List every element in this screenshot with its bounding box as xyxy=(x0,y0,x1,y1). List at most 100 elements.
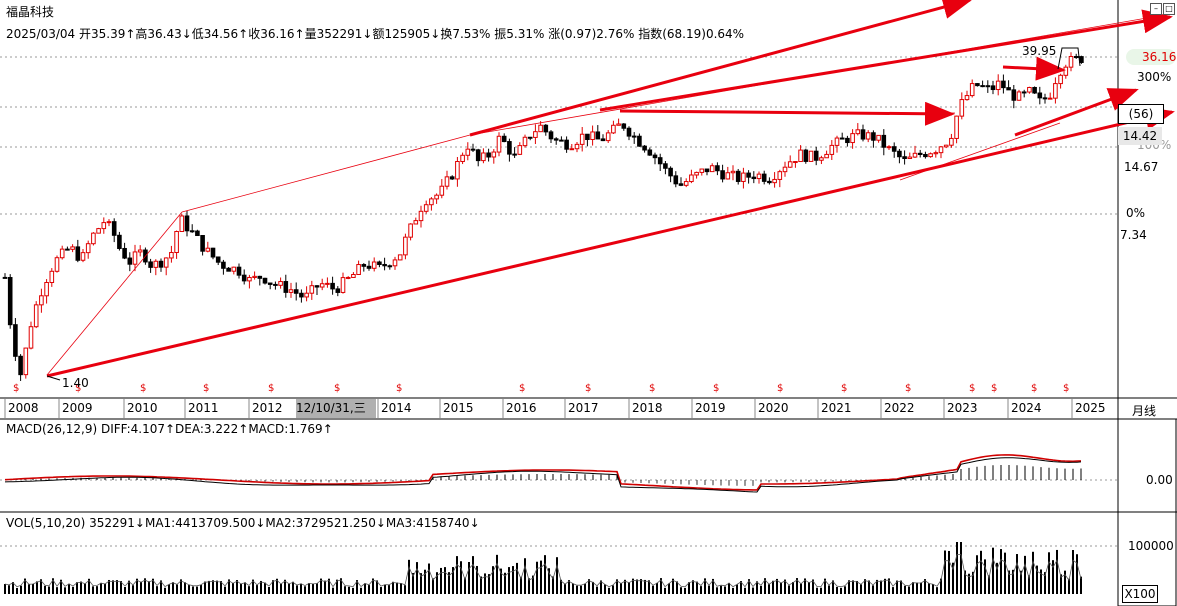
volume-bar xyxy=(108,579,110,594)
volume-bar xyxy=(152,578,154,594)
volume-bar xyxy=(864,579,866,594)
volume-bar xyxy=(692,580,694,594)
period-label[interactable]: 月线 xyxy=(1132,404,1157,418)
candle-body xyxy=(824,153,829,159)
year-label-2023: 2023 xyxy=(947,401,978,415)
candle-body xyxy=(382,263,387,267)
volume-bar xyxy=(804,578,806,594)
candle-body xyxy=(522,136,528,147)
candle-body xyxy=(200,235,205,252)
volume-bar xyxy=(272,580,274,594)
high-pointer xyxy=(1057,47,1081,70)
volume-bar xyxy=(940,578,942,594)
thin-channel-line-a xyxy=(46,211,183,376)
candle-body xyxy=(975,83,980,87)
candle-body xyxy=(865,132,871,140)
candle-body xyxy=(361,264,367,267)
volume-bar xyxy=(12,582,14,594)
restore-icon[interactable]: □ xyxy=(1163,3,1175,15)
candle-body xyxy=(1058,74,1063,85)
volume-bar xyxy=(196,586,198,594)
candle-body xyxy=(704,168,710,173)
volume-bar xyxy=(68,583,70,594)
volume-bar xyxy=(488,574,490,594)
volume-bar xyxy=(484,573,486,594)
volume-bar xyxy=(1040,569,1042,594)
dividend-marker: $ xyxy=(991,383,997,394)
candle-body xyxy=(85,243,91,254)
volume-bar xyxy=(164,587,166,594)
candle-body xyxy=(720,170,725,180)
candle-body xyxy=(616,123,621,126)
volume-bar xyxy=(492,566,494,594)
volume-bar xyxy=(560,579,562,594)
volume-bar xyxy=(468,562,470,594)
dividend-marker: $ xyxy=(649,383,655,394)
candle-body xyxy=(751,176,757,180)
dividend-marker: $ xyxy=(969,383,975,394)
candle-body xyxy=(470,148,476,151)
year-label-2009: 2009 xyxy=(62,401,93,415)
volume-bar xyxy=(632,578,634,594)
volume-bar xyxy=(252,579,254,594)
volume-bar xyxy=(712,578,714,594)
volume-bar xyxy=(944,550,946,594)
volume-bar xyxy=(416,562,418,594)
volume-bar xyxy=(88,578,90,594)
candle-body xyxy=(725,172,731,180)
candle-body xyxy=(1079,56,1084,63)
volume-bar xyxy=(752,587,754,594)
volume-bar xyxy=(1048,552,1050,594)
volume-bar xyxy=(956,542,958,594)
volume-bar xyxy=(868,580,870,594)
volume-bar xyxy=(1076,554,1078,594)
candle-body xyxy=(252,275,257,278)
volume-bar xyxy=(1036,565,1038,594)
dividend-markers: $ $ $ $ $ $ $ $ $ $ $ $ $ $ $ $ $ $ xyxy=(13,383,1069,394)
dividend-marker: $ xyxy=(1031,383,1037,394)
candle-body xyxy=(475,149,481,162)
volume-bar xyxy=(24,578,26,594)
candle-body xyxy=(340,277,346,293)
volume-bar xyxy=(896,580,898,594)
volume-bar xyxy=(548,568,550,594)
volume-bar xyxy=(532,575,534,594)
volume-bar xyxy=(48,586,50,594)
volume-bar xyxy=(608,587,610,594)
vol-title: VOL(5,10,20) 352291↓MA1:4413709.500↓MA2:… xyxy=(6,516,480,530)
candle-body xyxy=(465,148,471,156)
volume-bar xyxy=(852,580,854,594)
volume-bar xyxy=(744,587,746,594)
candle-body xyxy=(553,138,559,141)
volume-bar xyxy=(216,580,218,594)
volume-bar xyxy=(688,582,690,594)
volume-bar xyxy=(832,580,834,594)
candle-body xyxy=(590,131,595,140)
candle-body xyxy=(933,152,939,155)
candle-body xyxy=(39,295,44,306)
current-price-badge: 36.16 xyxy=(1126,49,1176,65)
volume-bar xyxy=(448,572,450,594)
volume-bar xyxy=(220,581,222,594)
candle-body xyxy=(782,166,788,173)
year-label-2024: 2024 xyxy=(1011,401,1042,415)
year-label-2008: 2008 xyxy=(8,401,39,415)
candle-body xyxy=(91,232,96,245)
volume-bar xyxy=(44,585,46,594)
volume-bar xyxy=(144,578,146,594)
volume-bar xyxy=(36,581,38,594)
dividend-marker: $ xyxy=(13,383,19,394)
volume-bar xyxy=(756,581,758,594)
candle-body xyxy=(663,163,668,169)
volume-bar xyxy=(716,587,718,594)
volume-bar xyxy=(1024,555,1026,594)
volume-bar xyxy=(836,586,838,594)
volume-bar xyxy=(968,573,970,594)
candle-body xyxy=(803,149,809,162)
quote-info-line: 2025/03/04 开35.39↑高36.43↓低34.56↑收36.16↑量… xyxy=(6,27,745,41)
candle-body xyxy=(23,347,29,376)
sub-grid xyxy=(0,479,1118,547)
minimize-icon[interactable]: – xyxy=(1150,3,1162,15)
candle-body xyxy=(75,246,81,261)
candle-body xyxy=(585,133,590,140)
